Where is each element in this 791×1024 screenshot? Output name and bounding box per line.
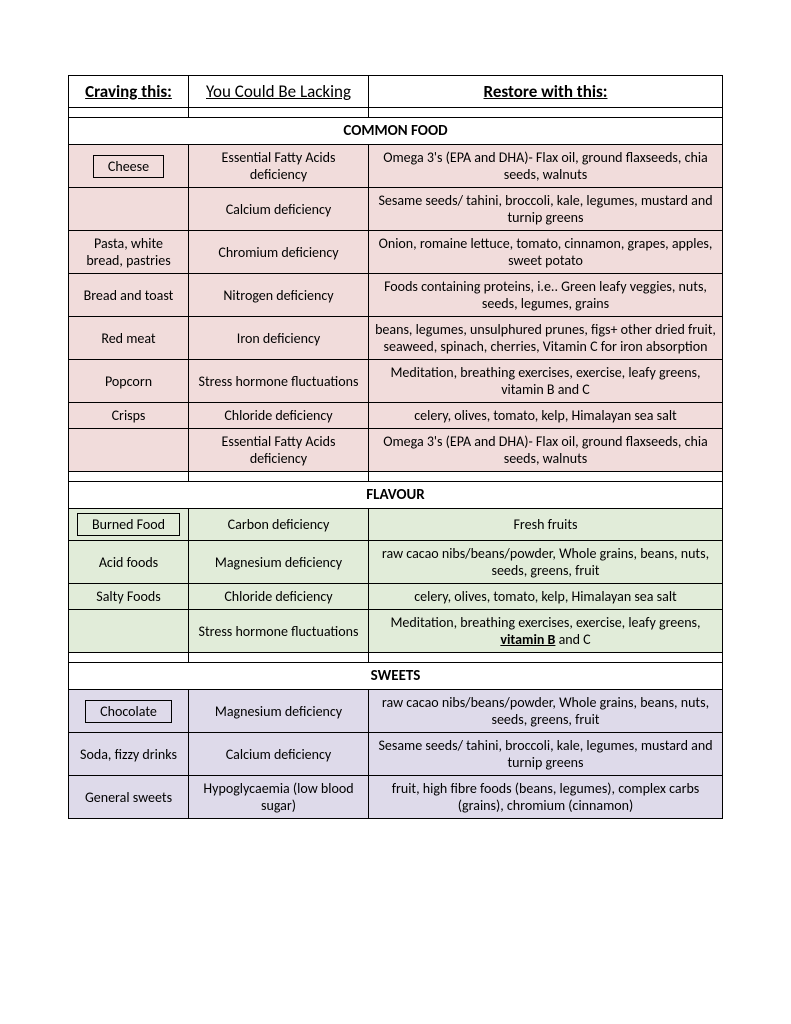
restore-cell: raw cacao nibs/beans/powder, Whole grain… bbox=[369, 690, 723, 733]
lacking-cell: Essential Fatty Acids deficiency bbox=[189, 429, 369, 472]
spacer-cell bbox=[69, 472, 189, 482]
section-title: SWEETS bbox=[69, 663, 723, 690]
spacer-cell bbox=[369, 472, 723, 482]
restore-cell: Onion, romaine lettuce, tomato, cinnamon… bbox=[369, 231, 723, 274]
spacer-cell bbox=[69, 653, 189, 663]
craving-cell: Acid foods bbox=[69, 541, 189, 584]
cravings-table: Craving this:You Could Be LackingRestore… bbox=[68, 75, 723, 819]
table-row: Pasta, white bread, pastriesChromium def… bbox=[69, 231, 723, 274]
table-row: Essential Fatty Acids deficiencyOmega 3'… bbox=[69, 429, 723, 472]
spacer-cell bbox=[189, 108, 369, 118]
table-row: Salty FoodsChloride deficiencycelery, ol… bbox=[69, 584, 723, 610]
table-row: Calcium deficiencySesame seeds/ tahini, … bbox=[69, 188, 723, 231]
lacking-cell: Essential Fatty Acids deficiency bbox=[189, 145, 369, 188]
header-restore: Restore with this: bbox=[369, 76, 723, 108]
restore-cell: celery, olives, tomato, kelp, Himalayan … bbox=[369, 403, 723, 429]
craving-label-boxed: Chocolate bbox=[85, 700, 172, 723]
craving-label-boxed: Burned Food bbox=[77, 513, 180, 536]
spacer-cell bbox=[369, 653, 723, 663]
craving-cell: Popcorn bbox=[69, 360, 189, 403]
table-row: Acid foodsMagnesium deficiencyraw cacao … bbox=[69, 541, 723, 584]
restore-cell: fruit, high fibre foods (beans, legumes)… bbox=[369, 776, 723, 819]
lacking-cell: Iron deficiency bbox=[189, 317, 369, 360]
table-row: Stress hormone fluctuationsMeditation, b… bbox=[69, 610, 723, 653]
craving-cell: Soda, fizzy drinks bbox=[69, 733, 189, 776]
lacking-cell: Stress hormone fluctuations bbox=[189, 610, 369, 653]
lacking-cell: Calcium deficiency bbox=[189, 188, 369, 231]
restore-cell: Omega 3's (EPA and DHA)- Flax oil, groun… bbox=[369, 429, 723, 472]
craving-cell: Salty Foods bbox=[69, 584, 189, 610]
restore-cell: Meditation, breathing exercises, exercis… bbox=[369, 610, 723, 653]
spacer-row bbox=[69, 653, 723, 663]
table-row: Burned Food Carbon deficiencyFresh fruits bbox=[69, 509, 723, 541]
table-row: Cheese Essential Fatty Acids deficiencyOm… bbox=[69, 145, 723, 188]
restore-link: vitamin B bbox=[500, 631, 555, 648]
craving-cell bbox=[69, 188, 189, 231]
table-row: Red meatIron deficiencybeans, legumes, u… bbox=[69, 317, 723, 360]
section-title: FLAVOUR bbox=[69, 482, 723, 509]
spacer-cell bbox=[189, 653, 369, 663]
craving-cell: Red meat bbox=[69, 317, 189, 360]
spacer-row bbox=[69, 108, 723, 118]
section-title: COMMON FOOD bbox=[69, 118, 723, 145]
section-header-row: FLAVOUR bbox=[69, 482, 723, 509]
lacking-cell: Calcium deficiency bbox=[189, 733, 369, 776]
lacking-cell: Nitrogen deficiency bbox=[189, 274, 369, 317]
restore-cell: Fresh fruits bbox=[369, 509, 723, 541]
lacking-cell: Carbon deficiency bbox=[189, 509, 369, 541]
table-row: General sweetsHypoglycaemia (low blood s… bbox=[69, 776, 723, 819]
craving-label-boxed: Cheese bbox=[93, 155, 164, 178]
header-lacking: You Could Be Lacking bbox=[189, 76, 369, 108]
table-row: Bread and toastNitrogen deficiencyFoods … bbox=[69, 274, 723, 317]
spacer-cell bbox=[369, 108, 723, 118]
craving-cell: Crisps bbox=[69, 403, 189, 429]
craving-cell: Chocolate bbox=[69, 690, 189, 733]
restore-cell: Meditation, breathing exercises, exercis… bbox=[369, 360, 723, 403]
craving-cell bbox=[69, 610, 189, 653]
spacer-cell bbox=[69, 108, 189, 118]
lacking-cell: Magnesium deficiency bbox=[189, 690, 369, 733]
table-row: CrispsChloride deficiencycelery, olives,… bbox=[69, 403, 723, 429]
section-header-row: COMMON FOOD bbox=[69, 118, 723, 145]
craving-cell: General sweets bbox=[69, 776, 189, 819]
craving-cell bbox=[69, 429, 189, 472]
section-header-row: SWEETS bbox=[69, 663, 723, 690]
restore-cell: raw cacao nibs/beans/powder, Whole grain… bbox=[369, 541, 723, 584]
craving-cell: Burned Food bbox=[69, 509, 189, 541]
restore-cell: beans, legumes, unsulphured prunes, figs… bbox=[369, 317, 723, 360]
lacking-cell: Magnesium deficiency bbox=[189, 541, 369, 584]
restore-cell: Foods containing proteins, i.e.. Green l… bbox=[369, 274, 723, 317]
table-row: Chocolate Magnesium deficiencyraw cacao n… bbox=[69, 690, 723, 733]
restore-cell: celery, olives, tomato, kelp, Himalayan … bbox=[369, 584, 723, 610]
craving-cell: Bread and toast bbox=[69, 274, 189, 317]
restore-cell: Sesame seeds/ tahini, broccoli, kale, le… bbox=[369, 733, 723, 776]
table-header-row: Craving this:You Could Be LackingRestore… bbox=[69, 76, 723, 108]
lacking-cell: Hypoglycaemia (low blood sugar) bbox=[189, 776, 369, 819]
page: Craving this:You Could Be LackingRestore… bbox=[0, 0, 791, 894]
table-row: PopcornStress hormone fluctuationsMedita… bbox=[69, 360, 723, 403]
craving-cell: Pasta, white bread, pastries bbox=[69, 231, 189, 274]
header-craving: Craving this: bbox=[69, 76, 189, 108]
lacking-cell: Chloride deficiency bbox=[189, 403, 369, 429]
spacer-cell bbox=[189, 472, 369, 482]
table-row: Soda, fizzy drinksCalcium deficiencySesa… bbox=[69, 733, 723, 776]
restore-cell: Sesame seeds/ tahini, broccoli, kale, le… bbox=[369, 188, 723, 231]
restore-cell: Omega 3's (EPA and DHA)- Flax oil, groun… bbox=[369, 145, 723, 188]
lacking-cell: Chloride deficiency bbox=[189, 584, 369, 610]
lacking-cell: Chromium deficiency bbox=[189, 231, 369, 274]
craving-cell: Cheese bbox=[69, 145, 189, 188]
spacer-row bbox=[69, 472, 723, 482]
lacking-cell: Stress hormone fluctuations bbox=[189, 360, 369, 403]
